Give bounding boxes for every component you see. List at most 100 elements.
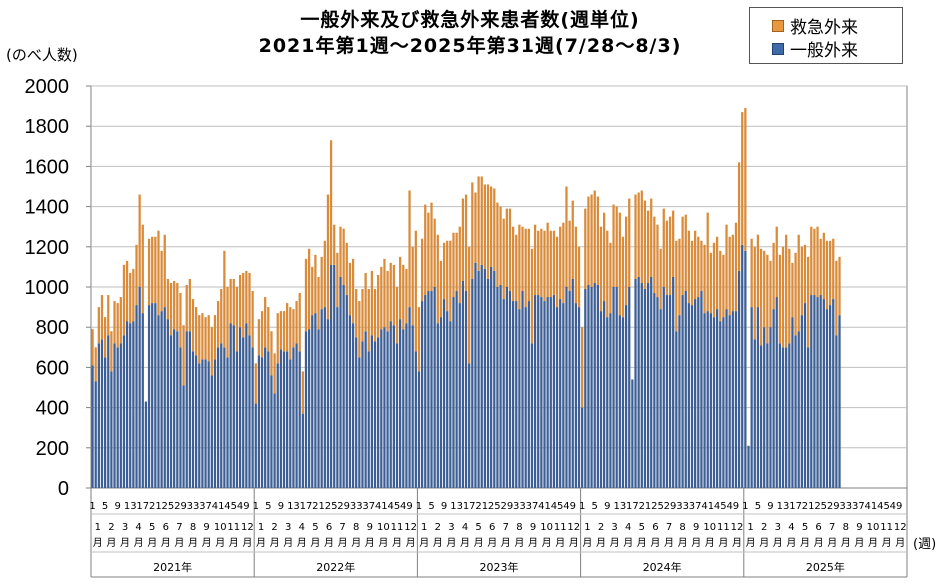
week-tick-label: 41 bbox=[212, 501, 225, 512]
bar-emergency bbox=[756, 234, 760, 308]
bar-general bbox=[176, 331, 179, 488]
bar-general bbox=[279, 349, 283, 488]
bar-emergency bbox=[574, 226, 578, 304]
week-tick-label: 41 bbox=[865, 501, 878, 512]
bar-emergency bbox=[785, 234, 788, 348]
bar-general bbox=[719, 321, 722, 488]
bar-emergency bbox=[609, 242, 612, 314]
month-label-suffix: 月 bbox=[868, 537, 878, 549]
bar-emergency bbox=[477, 176, 480, 271]
bar-emergency bbox=[185, 284, 188, 332]
bar-general bbox=[386, 331, 389, 488]
bar-general bbox=[756, 307, 760, 488]
month-label-suffix: 月 bbox=[705, 537, 715, 549]
bar-general bbox=[201, 359, 204, 488]
month-label-suffix: 月 bbox=[406, 537, 416, 549]
bar-emergency bbox=[562, 222, 565, 304]
month-label: 8 bbox=[190, 522, 196, 533]
bar-general bbox=[781, 347, 785, 488]
week-tick-label: 49 bbox=[400, 501, 413, 512]
bar-emergency bbox=[295, 301, 298, 344]
bar-emergency bbox=[584, 208, 587, 290]
bar-emergency bbox=[788, 248, 791, 344]
bar-general bbox=[307, 329, 311, 488]
bar-emergency bbox=[530, 248, 534, 344]
bar-emergency bbox=[107, 295, 110, 336]
month-label: 1 bbox=[95, 522, 101, 533]
bar-emergency bbox=[220, 289, 223, 344]
month-label-suffix: 月 bbox=[297, 537, 307, 549]
bar-emergency bbox=[420, 238, 424, 302]
bar-general bbox=[226, 357, 229, 488]
bar-general bbox=[687, 303, 691, 488]
bar-general bbox=[135, 305, 138, 488]
bar-general bbox=[424, 295, 427, 488]
bar-general bbox=[810, 295, 813, 488]
bar-general bbox=[631, 379, 634, 488]
bar-general bbox=[766, 343, 769, 488]
bar-emergency bbox=[650, 198, 653, 277]
week-tick-label: 29 bbox=[174, 501, 187, 512]
bar-emergency bbox=[204, 317, 207, 360]
bar-general bbox=[270, 375, 273, 488]
bar-general bbox=[245, 323, 248, 488]
bar-emergency bbox=[323, 240, 326, 308]
month-label: 5 bbox=[802, 522, 808, 533]
bar-general bbox=[737, 270, 741, 488]
bar-general bbox=[267, 351, 270, 488]
bar-general bbox=[439, 317, 443, 488]
bar-general bbox=[361, 341, 364, 488]
bar-general bbox=[496, 287, 499, 488]
bar-general bbox=[524, 307, 527, 488]
bar-general bbox=[107, 335, 110, 488]
month-label: 1 bbox=[421, 522, 427, 533]
month-label: 12 bbox=[894, 522, 907, 533]
bar-general bbox=[684, 291, 687, 488]
bar-emergency bbox=[490, 186, 493, 267]
bar-general bbox=[433, 287, 436, 488]
bar-emergency bbox=[257, 319, 261, 356]
month-label-suffix: 月 bbox=[732, 537, 742, 549]
month-label: 6 bbox=[163, 522, 169, 533]
y-tick-label: 1400 bbox=[25, 197, 70, 219]
bar-general bbox=[697, 297, 700, 488]
bar-emergency bbox=[436, 234, 439, 324]
bar-general bbox=[640, 282, 643, 488]
bar-emergency bbox=[383, 258, 386, 328]
week-tick-label: 49 bbox=[237, 501, 250, 512]
bar-general bbox=[694, 299, 697, 488]
bar-general bbox=[320, 309, 323, 488]
bar-general bbox=[731, 311, 734, 488]
bar-emergency bbox=[778, 254, 782, 344]
week-tick-label: 37 bbox=[852, 501, 865, 512]
bar-general bbox=[508, 291, 512, 488]
bar-general bbox=[822, 299, 825, 488]
bar-emergency bbox=[377, 274, 380, 338]
bar-emergency bbox=[242, 272, 245, 338]
bar-emergency bbox=[527, 228, 530, 302]
bar-general bbox=[577, 307, 581, 488]
bar-emergency bbox=[399, 256, 402, 320]
bar-general bbox=[248, 335, 251, 488]
month-label-suffix: 月 bbox=[895, 537, 905, 549]
y-tick-label: 200 bbox=[36, 438, 69, 460]
bar-emergency bbox=[753, 246, 756, 340]
bar-emergency bbox=[653, 216, 656, 294]
bar-general bbox=[292, 347, 295, 488]
bar-general bbox=[675, 331, 678, 488]
week-tick-label: 25 bbox=[488, 501, 501, 512]
bar-general bbox=[119, 343, 122, 488]
bar-emergency bbox=[816, 226, 819, 298]
month-label-suffix: 月 bbox=[283, 537, 293, 549]
week-tick-label: 21 bbox=[639, 501, 652, 512]
month-label: 3 bbox=[611, 522, 617, 533]
week-tick-label: 1 bbox=[416, 501, 422, 512]
bar-general bbox=[819, 295, 822, 488]
bar-general bbox=[502, 299, 505, 488]
bar-general bbox=[179, 347, 182, 488]
bar-emergency bbox=[737, 162, 741, 271]
bar-general bbox=[399, 319, 402, 488]
month-label: 8 bbox=[516, 522, 522, 533]
bar-general bbox=[759, 345, 763, 488]
bar-general bbox=[141, 313, 144, 488]
